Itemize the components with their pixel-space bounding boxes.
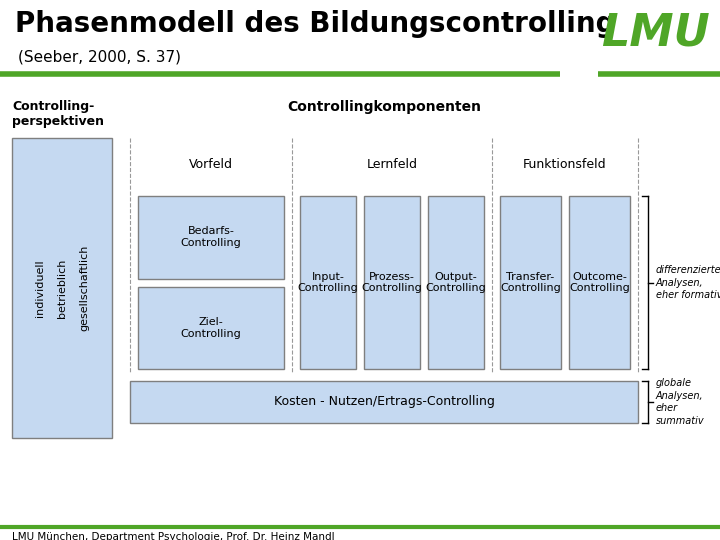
Text: LMU München, Department Psychologie, Prof. Dr. Heinz Mandl: LMU München, Department Psychologie, Pro… [12, 532, 335, 540]
Text: Kosten - Nutzen/Ertrags-Controlling: Kosten - Nutzen/Ertrags-Controlling [274, 395, 495, 408]
Text: Phasenmodell des Bildungscontrolling: Phasenmodell des Bildungscontrolling [15, 10, 616, 38]
Text: Transfer-
Controlling: Transfer- Controlling [500, 272, 561, 293]
Text: Output-
Controlling: Output- Controlling [426, 272, 487, 293]
Text: Prozess-
Controlling: Prozess- Controlling [361, 272, 423, 293]
Text: differenzierte
Analysen,
eher formativ: differenzierte Analysen, eher formativ [656, 265, 720, 300]
Text: Controlling-
perspektiven: Controlling- perspektiven [12, 100, 104, 128]
FancyBboxPatch shape [428, 196, 484, 369]
FancyBboxPatch shape [130, 381, 638, 423]
FancyBboxPatch shape [138, 287, 284, 369]
FancyBboxPatch shape [364, 196, 420, 369]
Text: Input-
Controlling: Input- Controlling [297, 272, 359, 293]
Text: gesellschaftlich: gesellschaftlich [79, 245, 89, 331]
FancyBboxPatch shape [300, 196, 356, 369]
Text: Vorfeld: Vorfeld [189, 158, 233, 171]
Text: globale
Analysen,
eher
summativ: globale Analysen, eher summativ [656, 379, 705, 426]
Text: individuell: individuell [35, 259, 45, 317]
FancyBboxPatch shape [12, 138, 112, 438]
Text: Bedarfs-
Controlling: Bedarfs- Controlling [181, 226, 241, 248]
Text: Funktionsfeld: Funktionsfeld [523, 158, 607, 171]
Text: betrieblich: betrieblich [57, 258, 67, 318]
Text: Outcome-
Controlling: Outcome- Controlling [569, 272, 630, 293]
Text: Lernfeld: Lernfeld [366, 158, 418, 171]
FancyBboxPatch shape [138, 196, 284, 279]
FancyBboxPatch shape [569, 196, 630, 369]
Text: Ziel-
Controlling: Ziel- Controlling [181, 317, 241, 339]
Text: (Seeber, 2000, S. 37): (Seeber, 2000, S. 37) [18, 50, 181, 65]
FancyBboxPatch shape [500, 196, 561, 369]
Text: Controllingkomponenten: Controllingkomponenten [287, 100, 481, 114]
Text: LMU: LMU [601, 12, 710, 55]
